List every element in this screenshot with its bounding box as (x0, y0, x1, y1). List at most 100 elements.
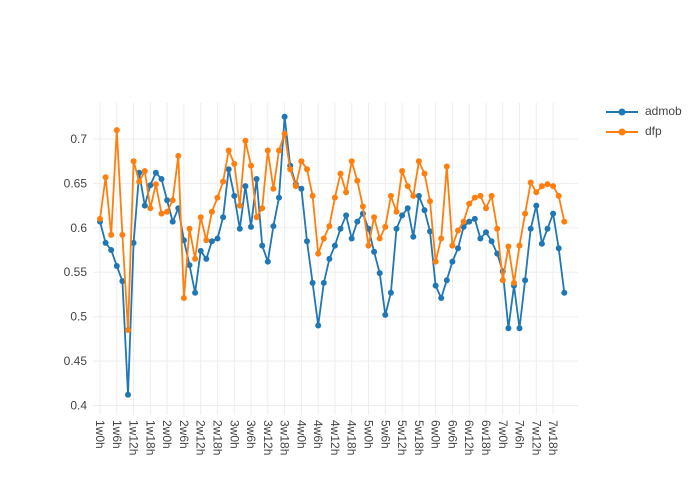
series-admob-marker (214, 235, 221, 242)
series-dfp-marker (337, 170, 344, 177)
series-admob-marker (533, 202, 540, 209)
series-admob-marker (186, 262, 193, 269)
series-dfp-marker (466, 200, 473, 207)
series-admob-marker (555, 245, 562, 252)
series-admob-marker (550, 210, 557, 217)
series-dfp-marker (320, 235, 327, 242)
svg-text:0.65: 0.65 (64, 176, 88, 190)
legend-item-dfp[interactable]: dfp (604, 123, 682, 140)
series-dfp-marker (192, 255, 199, 262)
svg-text:4w0h: 4w0h (294, 420, 308, 449)
series-dfp-marker (225, 147, 232, 154)
svg-text:4w18h: 4w18h (345, 420, 359, 455)
series-admob-marker (270, 223, 277, 230)
series-dfp-marker (555, 192, 562, 199)
legend: admob dfp (604, 103, 682, 140)
series-dfp-marker (438, 235, 445, 242)
series-dfp-marker (533, 189, 540, 196)
series-admob-marker (242, 183, 249, 190)
series-dfp-marker (455, 227, 461, 234)
series-dfp-marker (365, 242, 372, 249)
series-dfp-marker (264, 147, 271, 154)
series-admob-marker (320, 279, 327, 286)
series-dfp-marker (276, 147, 282, 154)
svg-text:2w18h: 2w18h (211, 420, 225, 455)
svg-text:2w0h: 2w0h (160, 420, 174, 449)
series-dfp-marker (538, 183, 545, 190)
series-dfp-marker (304, 166, 310, 173)
svg-text:0.55: 0.55 (64, 265, 88, 279)
svg-text:5w12h: 5w12h (395, 420, 409, 455)
series-dfp-marker (102, 174, 109, 181)
series-dfp-marker (415, 158, 422, 165)
svg-text:7w12h: 7w12h (529, 420, 543, 455)
legend-item-admob[interactable]: admob (604, 103, 682, 120)
series-admob-marker (371, 248, 378, 255)
series-admob-marker (264, 258, 271, 265)
series-admob-marker (438, 295, 445, 301)
series-admob-marker (203, 255, 210, 262)
series-dfp-marker (113, 127, 120, 134)
series-dfp-marker (231, 160, 238, 167)
series-dfp-marker (371, 214, 378, 221)
svg-text:1w0h: 1w0h (93, 420, 107, 449)
svg-text:3w6h: 3w6h (244, 420, 258, 449)
series-dfp-marker (483, 205, 489, 212)
series-admob-marker (387, 289, 394, 296)
series-admob-marker (192, 289, 199, 296)
series-dfp-marker (248, 162, 254, 169)
series-admob-marker (410, 233, 417, 240)
svg-text:0.5: 0.5 (70, 310, 87, 324)
series-admob-marker (393, 225, 400, 232)
series-dfp-marker (270, 185, 277, 192)
series-admob-marker (544, 225, 551, 232)
series-dfp-marker (259, 205, 266, 212)
series-admob-marker (337, 225, 344, 232)
svg-text:7w0h: 7w0h (496, 420, 510, 449)
gridlines (93, 103, 578, 415)
series-dfp-marker (220, 178, 227, 185)
svg-text:1w6h: 1w6h (110, 420, 124, 449)
svg-text:6w6h: 6w6h (445, 420, 459, 449)
series-admob-marker (298, 185, 305, 192)
series-admob-marker (376, 270, 383, 277)
series-dfp-marker (522, 210, 529, 217)
series-admob-marker (102, 239, 109, 246)
series-admob-marker (141, 202, 148, 209)
series-admob-marker (538, 240, 545, 247)
series-admob-marker (443, 277, 450, 284)
svg-text:6w0h: 6w0h (429, 420, 443, 449)
series-dfp-marker (136, 178, 143, 185)
series-dfp-marker (499, 277, 506, 284)
series-dfp-marker (382, 223, 389, 230)
series-admob-marker (382, 311, 389, 318)
svg-text:7w18h: 7w18h (546, 420, 560, 455)
series-admob-marker (197, 247, 204, 254)
svg-text:0.45: 0.45 (64, 354, 88, 368)
series-dfp-marker (410, 192, 417, 199)
series-admob-marker (427, 228, 433, 235)
series-dfp (97, 127, 568, 333)
svg-text:2w12h: 2w12h (194, 420, 208, 455)
series-dfp-marker (359, 203, 366, 210)
series-admob-marker (304, 238, 310, 245)
series-dfp-marker (236, 202, 243, 209)
series-dfp-marker (158, 210, 165, 217)
series-dfp-marker (186, 225, 193, 232)
series-admob-marker (113, 263, 120, 269)
series-dfp-marker (147, 205, 154, 212)
series-admob-marker (125, 391, 131, 398)
series-dfp-marker (343, 189, 350, 196)
svg-text:1w12h: 1w12h (127, 420, 141, 455)
series-dfp-marker (180, 295, 187, 301)
legend-sample-dfp-icon (606, 128, 638, 135)
series-admob (97, 113, 568, 398)
series-dfp-marker (471, 194, 478, 201)
series-dfp-marker (141, 168, 148, 174)
series-dfp-marker (421, 170, 428, 177)
series-admob-marker (471, 215, 478, 222)
series-admob-marker (108, 247, 115, 253)
series-admob-marker (505, 325, 512, 332)
